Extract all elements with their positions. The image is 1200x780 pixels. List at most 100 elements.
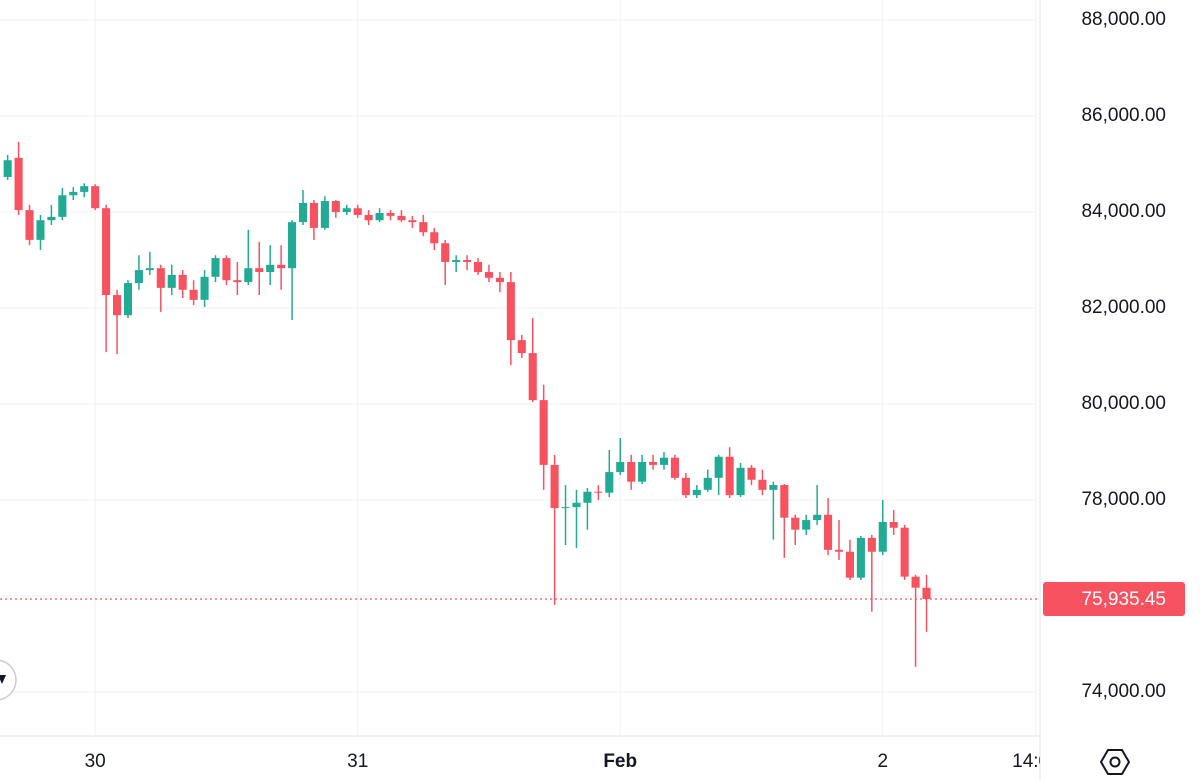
candle-body xyxy=(692,489,701,496)
candle-body xyxy=(408,220,417,223)
candle-body xyxy=(419,222,428,233)
candle-body xyxy=(430,232,439,244)
candle-body xyxy=(156,268,165,288)
candle-body xyxy=(386,213,395,216)
candle-body xyxy=(649,462,658,465)
x-axis: 30 31 Feb 2 14:00 xyxy=(85,751,1060,772)
candle-body xyxy=(561,507,570,509)
candle-body xyxy=(802,520,811,530)
candle-layer xyxy=(0,142,1040,667)
candle-body xyxy=(539,400,548,465)
candle-body xyxy=(911,576,920,588)
candle-body xyxy=(91,186,100,209)
x-tick-label: 14:00 xyxy=(1012,751,1060,772)
y-tick-label: 86,000.00 xyxy=(1081,105,1166,126)
candle-body xyxy=(867,537,876,552)
candle-body xyxy=(670,457,679,478)
candle-body xyxy=(528,353,537,401)
candle-body xyxy=(845,551,854,578)
candle-body xyxy=(47,216,56,221)
candle-body xyxy=(222,258,231,281)
candle-body xyxy=(80,186,89,192)
candle-body xyxy=(506,282,515,341)
candle-body xyxy=(878,521,887,552)
candle-body xyxy=(769,485,778,490)
candle-body xyxy=(725,456,734,496)
candle-body xyxy=(298,202,308,223)
candle-body xyxy=(441,243,450,262)
y-tick-label: 88,000.00 xyxy=(1081,9,1166,30)
candle-body xyxy=(550,464,559,509)
candle-body xyxy=(758,479,767,490)
settings-icon xyxy=(1100,749,1130,775)
candle-body xyxy=(244,268,253,283)
candle-body xyxy=(255,268,264,273)
y-tick-label: 82,000.00 xyxy=(1081,297,1166,318)
x-tick-label: 2 xyxy=(877,751,888,772)
y-tick-label: 84,000.00 xyxy=(1081,201,1166,222)
candle-body xyxy=(309,202,318,228)
candle-body xyxy=(627,462,636,482)
settings-button[interactable] xyxy=(1100,749,1130,775)
candle-body xyxy=(517,340,526,354)
scroll-icon xyxy=(0,675,6,684)
candle-body xyxy=(211,258,220,277)
candle-body xyxy=(331,201,340,213)
candle-body xyxy=(112,295,122,316)
candle-body xyxy=(364,214,373,221)
x-tick-label: Feb xyxy=(603,751,637,772)
y-tick-label: 78,000.00 xyxy=(1081,489,1166,510)
candle-body xyxy=(834,549,844,552)
y-tick-label: 74,000.00 xyxy=(1081,681,1166,702)
candle-body xyxy=(736,467,745,496)
candle-body xyxy=(594,491,603,493)
candle-body xyxy=(288,222,297,269)
candle-body xyxy=(703,477,712,490)
candle-body xyxy=(583,491,592,503)
candle-body xyxy=(824,514,833,550)
candle-body xyxy=(320,201,329,228)
candle-body xyxy=(889,521,898,528)
candle-body xyxy=(25,210,34,240)
candle-body xyxy=(14,157,23,211)
candle-body xyxy=(102,208,111,296)
candle-body xyxy=(375,213,384,221)
candle-body xyxy=(638,462,647,482)
last-price-label: 75,935.45 xyxy=(1081,589,1166,610)
last-price-box xyxy=(1043,581,1185,616)
grid-layer xyxy=(0,0,1041,780)
y-tick-label: 80,000.00 xyxy=(1081,393,1166,414)
candle-body xyxy=(463,260,472,262)
candle-body xyxy=(813,514,822,521)
candle-body xyxy=(495,277,504,283)
candle-body xyxy=(473,261,483,273)
candle-body xyxy=(123,283,133,316)
candle-body xyxy=(791,517,800,530)
candle-body xyxy=(452,260,461,262)
candle-body xyxy=(780,485,789,518)
x-tick-label: 31 xyxy=(347,751,368,772)
candle-body xyxy=(266,264,275,273)
candle-body xyxy=(3,160,12,178)
candle-body xyxy=(572,502,581,508)
candle-body xyxy=(353,208,362,215)
candle-body xyxy=(167,274,176,288)
candle-body xyxy=(36,220,45,240)
candle-body xyxy=(69,191,78,196)
candle-body xyxy=(659,457,669,465)
settings-icon-center xyxy=(1109,756,1121,768)
candle-body xyxy=(277,264,286,269)
candle-body xyxy=(714,456,723,478)
candle-body xyxy=(922,587,931,599)
scroll-button[interactable] xyxy=(0,659,17,701)
candle-body xyxy=(145,268,154,271)
candle-body xyxy=(900,527,909,577)
candle-body xyxy=(484,272,494,278)
candle-body xyxy=(233,280,242,283)
candle-body xyxy=(747,467,756,480)
candle-body xyxy=(397,215,406,221)
candle-body xyxy=(134,270,143,284)
